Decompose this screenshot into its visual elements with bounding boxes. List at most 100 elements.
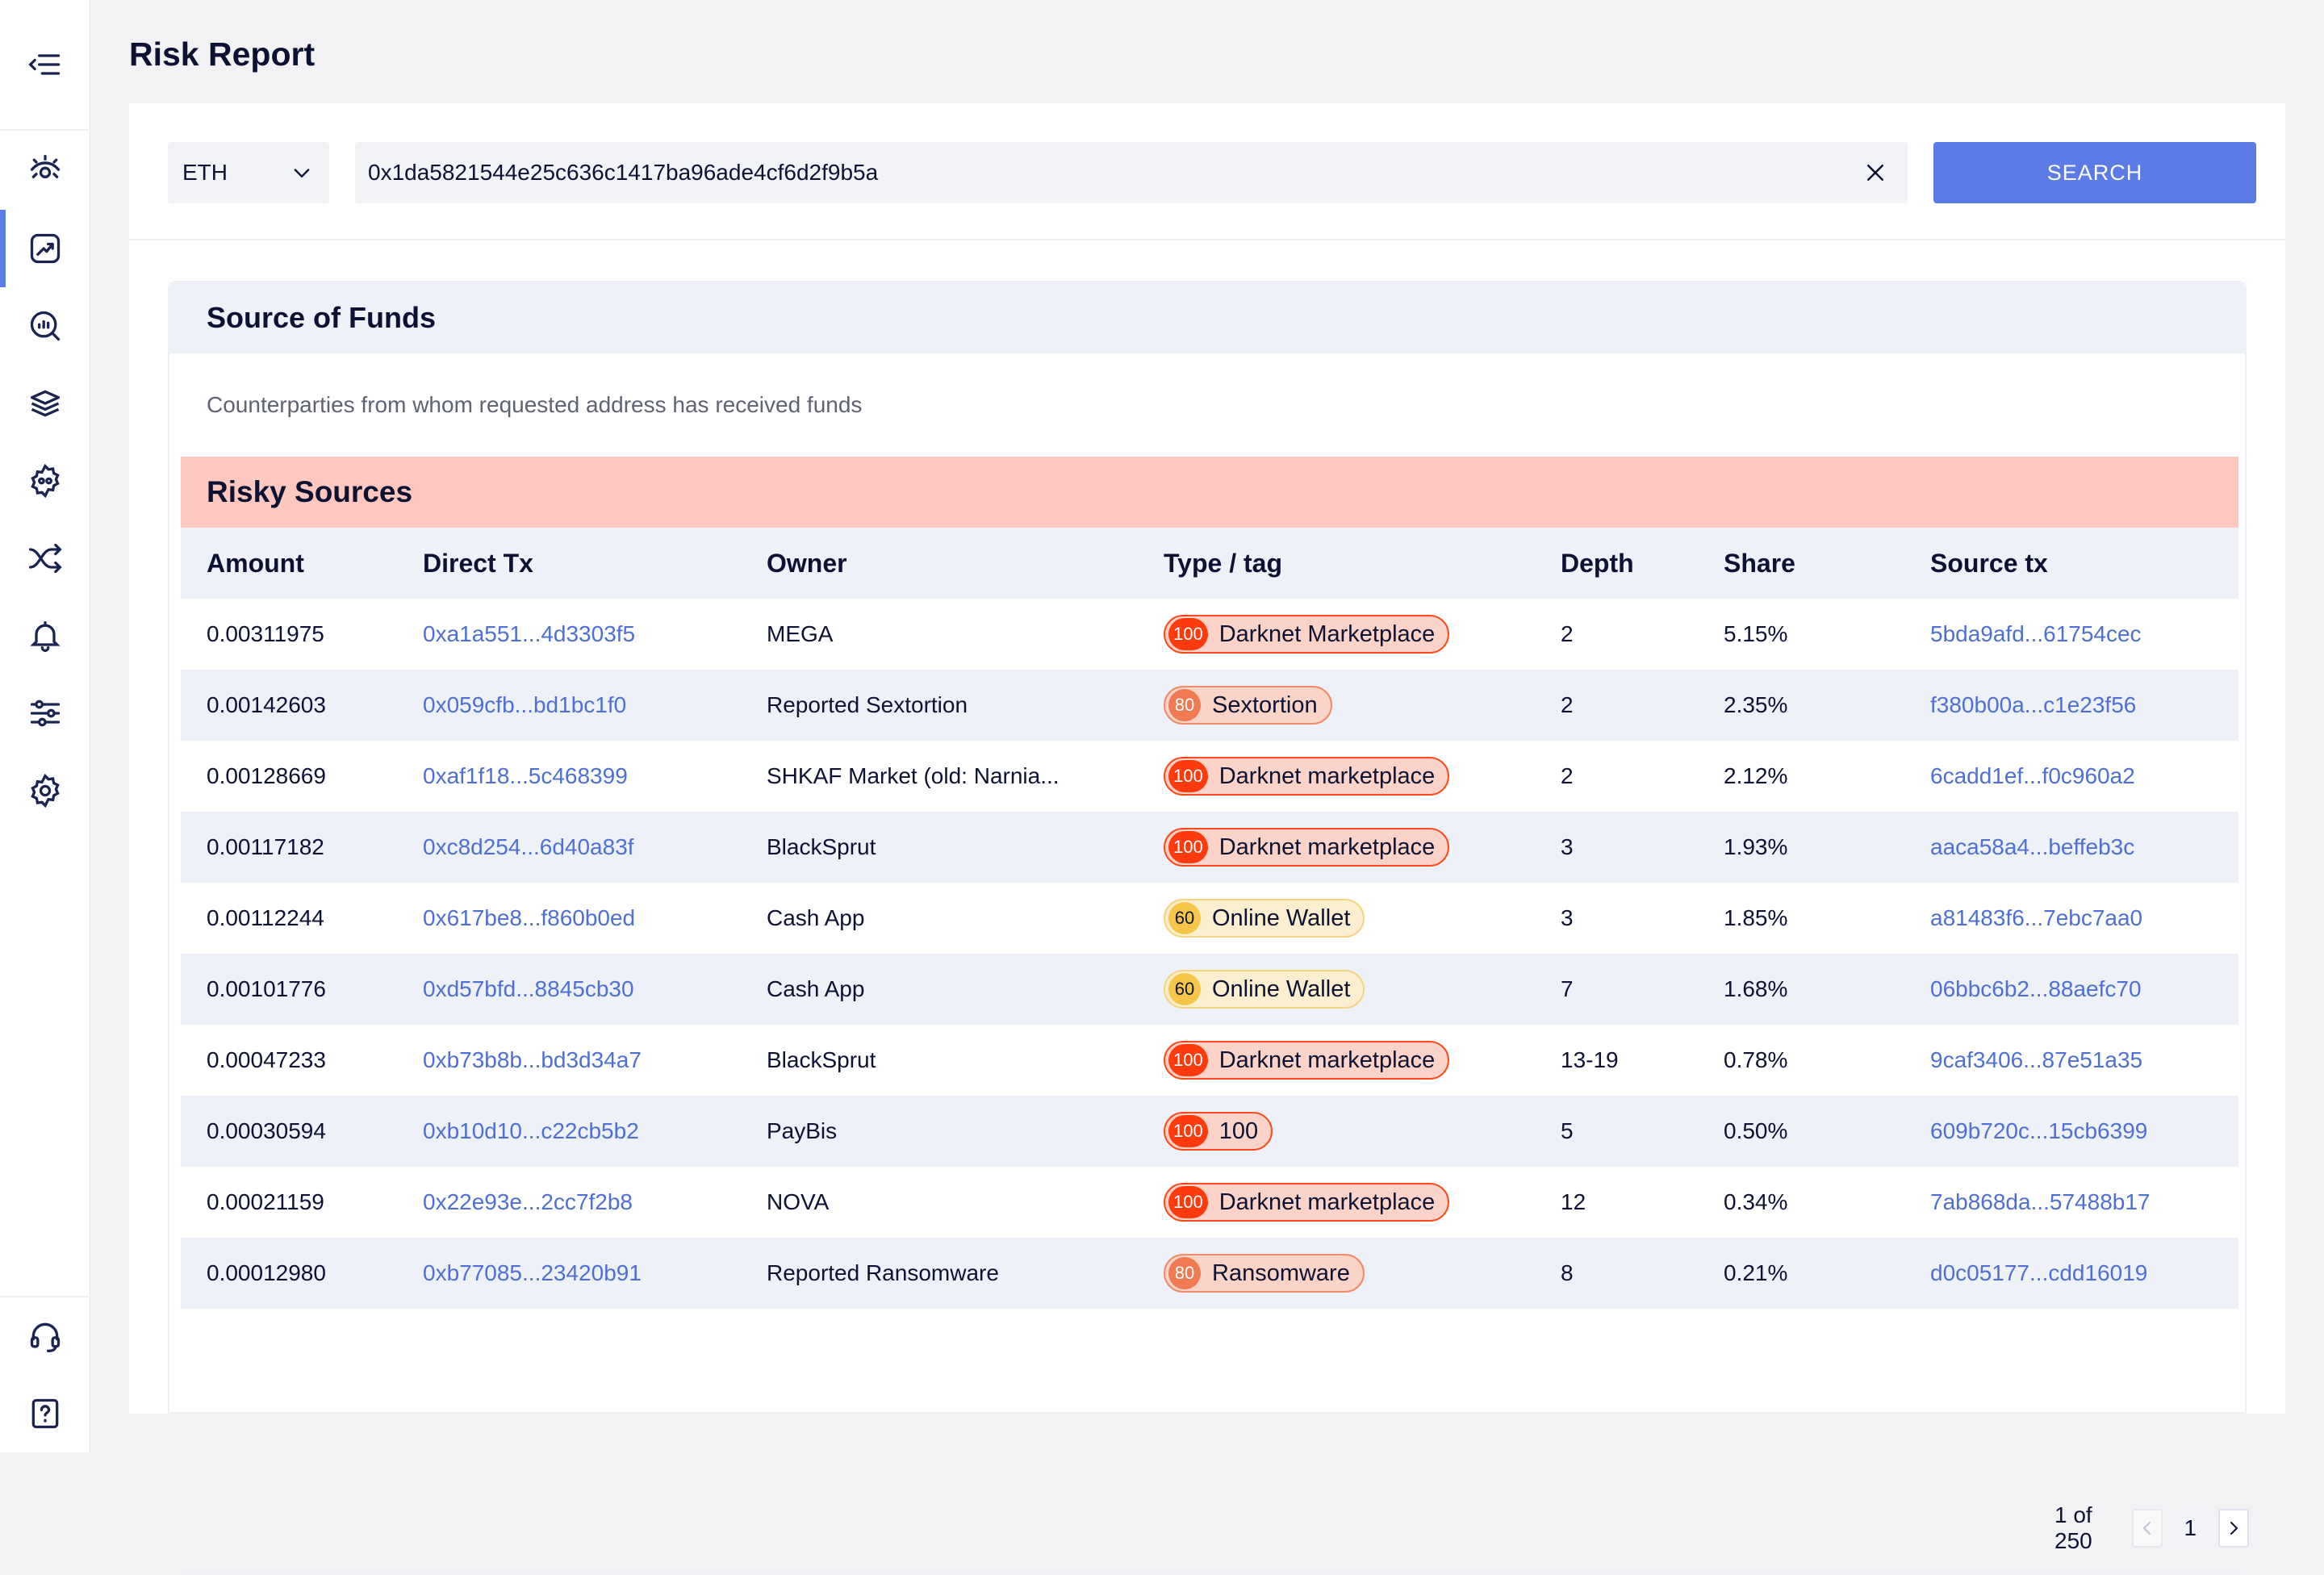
cell-direct-tx-link[interactable]: 0xaf1f18...5c468399 <box>423 763 628 788</box>
nav-filters[interactable] <box>0 675 90 752</box>
address-search-input[interactable]: 0x1da5821544e25c636c1417ba96ade4cf6d2f9b… <box>355 142 1908 203</box>
cell-source-tx-link[interactable]: aaca58a4...beffeb3c <box>1930 834 2135 859</box>
nav-flows[interactable] <box>0 520 90 597</box>
table-row[interactable]: 0.00047233 0xb73b8b...bd3d34a7 BlackSprut 1… <box>181 1025 2238 1096</box>
cell-owner: SHKAF Market (old: Narnia... <box>767 763 1060 788</box>
cell-direct-tx-link[interactable]: 0x22e93e...2cc7f2b8 <box>423 1189 633 1214</box>
prev-page-button[interactable] <box>2131 1509 2163 1548</box>
column-header-owner[interactable]: Owner <box>767 548 847 578</box>
help-icon <box>31 1398 59 1429</box>
risk-score-badge: 60 <box>1168 902 1201 934</box>
menu-collapse-button[interactable] <box>0 0 90 131</box>
risk-tag: 100 Darknet marketplace <box>1164 757 1450 796</box>
table-row[interactable]: 0.00142603 0x059cfb...bd1bc1f0 Reported Se… <box>181 670 2238 741</box>
cell-direct-tx-link[interactable]: 0xc8d254...6d40a83f <box>423 834 634 859</box>
clear-search-button[interactable] <box>1861 158 1890 187</box>
cell-direct-tx-link[interactable]: 0xd57bfd...8845cb30 <box>423 976 634 1001</box>
column-header-direct-tx[interactable]: Direct Tx <box>423 548 533 578</box>
search-analytics-icon <box>30 311 61 341</box>
page-number[interactable]: 1 <box>2175 1509 2205 1548</box>
layers-icon <box>30 390 61 417</box>
cell-source-tx-link[interactable]: f380b00a...c1e23f56 <box>1930 692 2137 717</box>
cell-depth: 2 <box>1561 692 1574 717</box>
search-button[interactable]: SEARCH <box>1933 142 2256 203</box>
table-row[interactable]: 0.00128669 0xaf1f18...5c468399 SHKAF Marke… <box>181 741 2238 812</box>
cell-source-tx-link[interactable]: d0c05177...cdd16019 <box>1930 1260 2148 1285</box>
risk-tag: 60 Online Wallet <box>1164 899 1365 938</box>
cell-amount: 0.00117182 <box>207 834 324 859</box>
table-row[interactable]: 0.00101776 0xd57bfd...8845cb30 Cash App 60 O… <box>181 954 2238 1025</box>
cell-share: 1.68% <box>1724 976 1788 1001</box>
risk-score-badge: 80 <box>1168 1257 1201 1289</box>
table-row[interactable]: 0.00021159 0x22e93e...2cc7f2b8 NOVA 100 Dark… <box>181 1167 2238 1238</box>
column-header-source-tx[interactable]: Source tx <box>1930 548 2048 578</box>
table-row[interactable]: 0.00311975 0xa1a551...4d3303f5 MEGA 100 Dark… <box>181 599 2238 670</box>
cell-type: 80 Ransomware <box>1164 1238 1365 1309</box>
cell-type: 100 Darknet marketplace <box>1164 741 1450 812</box>
risk-tag-label: Darknet marketplace <box>1218 833 1436 860</box>
cell-source-tx-link[interactable]: 5bda9afd...61754cec <box>1930 621 2142 646</box>
nav-support[interactable] <box>0 1297 90 1375</box>
risk-tag-label: Online Wallet <box>1212 904 1351 931</box>
cell-owner: Reported Ransomware <box>767 1260 999 1285</box>
column-header-share[interactable]: Share <box>1724 548 1795 578</box>
risk-tag-label: Online Wallet <box>1212 975 1351 1002</box>
cell-amount: 0.00047233 <box>207 1047 326 1072</box>
nav-settings[interactable] <box>0 752 90 829</box>
cell-share: 2.35% <box>1724 692 1788 717</box>
next-page-button[interactable] <box>2217 1509 2249 1548</box>
cell-source-tx-link[interactable]: 6cadd1ef...f0c960a2 <box>1930 763 2135 788</box>
chevron-down-icon <box>294 169 310 178</box>
table-row[interactable]: 0.00117182 0xc8d254...6d40a83f BlackSprut 1… <box>181 812 2238 883</box>
column-header-depth[interactable]: Depth <box>1561 548 1634 578</box>
column-header-type[interactable]: Type / tag <box>1164 548 1282 578</box>
cell-type: 100 100 <box>1164 1096 1273 1167</box>
risk-tag-label: Darknet marketplace <box>1218 1189 1436 1215</box>
cell-depth: 3 <box>1561 905 1574 930</box>
nav-alerts[interactable] <box>0 597 90 675</box>
cell-amount: 0.00021159 <box>207 1189 324 1214</box>
cell-direct-tx-link[interactable]: 0xb77085...23420b91 <box>423 1260 642 1285</box>
cell-direct-tx-link[interactable]: 0x059cfb...bd1bc1f0 <box>423 692 627 717</box>
risk-score-badge: 60 <box>1168 973 1201 1005</box>
table-row[interactable]: 0.00012980 0xb77085...23420b91 Reported Ra… <box>181 1238 2238 1309</box>
cell-direct-tx-link[interactable]: 0x617be8...f860b0ed <box>423 905 636 930</box>
nav-monitoring[interactable] <box>0 132 90 210</box>
risk-tag-label: Ransomware <box>1212 1260 1350 1286</box>
nav-entities[interactable] <box>0 442 90 520</box>
cell-source-tx-link[interactable]: 06bbc6b2...88aefc70 <box>1930 976 2142 1001</box>
cell-depth: 2 <box>1561 621 1574 646</box>
risk-tag: 100 Darknet marketplace <box>1164 828 1450 867</box>
cell-source-tx-link[interactable]: 9caf3406...87e51a35 <box>1930 1047 2143 1072</box>
cell-type: 100 Darknet Marketplace <box>1164 599 1450 670</box>
cell-share: 2.12% <box>1724 763 1788 788</box>
cell-source-tx-link[interactable]: 7ab868da...57488b17 <box>1930 1189 2151 1214</box>
risk-score-badge: 100 <box>1168 831 1208 863</box>
cell-direct-tx-link[interactable]: 0xb73b8b...bd3d34a7 <box>423 1047 642 1072</box>
table-row[interactable]: 0.00112244 0x617be8...f860b0ed Cash App 60 O… <box>181 883 2238 954</box>
cell-depth: 13-19 <box>1561 1047 1619 1072</box>
nav-cases[interactable] <box>0 365 90 442</box>
nav-investigation[interactable] <box>0 287 90 365</box>
nav-risk-report[interactable] <box>0 210 90 287</box>
cell-owner: Cash App <box>767 976 865 1001</box>
cell-depth: 12 <box>1561 1189 1586 1214</box>
cell-direct-tx-link[interactable]: 0xa1a551...4d3303f5 <box>423 621 636 646</box>
table-row[interactable]: 0.00030594 0xb10d10...c22cb5b2 PayBis 100 10… <box>181 1096 2238 1167</box>
cell-source-tx-link[interactable]: 609b720c...15cb6399 <box>1930 1118 2148 1143</box>
main-panel: ETH 0x1da5821544e25c636c1417ba96ade4cf6d… <box>129 103 2285 1575</box>
nav-help[interactable] <box>0 1375 90 1452</box>
risk-score-badge: 100 <box>1168 1186 1208 1218</box>
cell-direct-tx-link[interactable]: 0xb10d10...c22cb5b2 <box>423 1118 639 1143</box>
settings-icon <box>31 773 60 808</box>
chain-select[interactable]: ETH <box>168 142 329 203</box>
risky-sources-table: Amount Direct Tx Owner Type / tag Depth … <box>181 528 2238 1309</box>
cell-share: 0.34% <box>1724 1189 1788 1214</box>
sliders-icon <box>30 700 61 727</box>
cross-arrows-icon <box>29 543 62 574</box>
card-description: Counterparties from whom requested addre… <box>207 392 863 417</box>
cell-source-tx-link[interactable]: a81483f6...7ebc7aa0 <box>1930 905 2143 930</box>
cell-share: 0.78% <box>1724 1047 1788 1072</box>
column-header-amount[interactable]: Amount <box>207 548 304 578</box>
headset-icon <box>30 1322 61 1352</box>
